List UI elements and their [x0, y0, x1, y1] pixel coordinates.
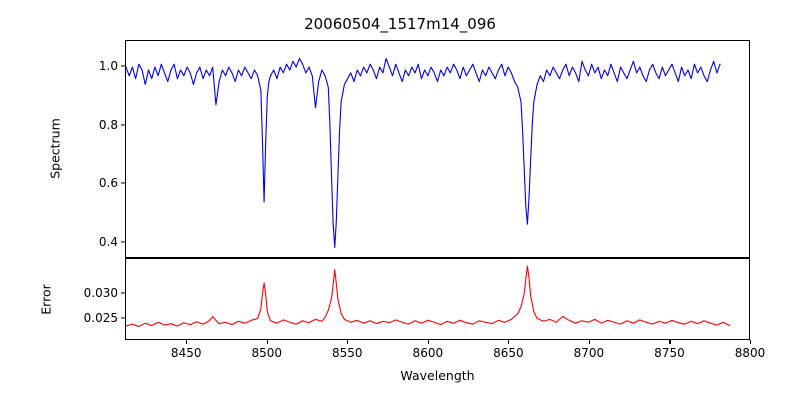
- x-tick-label: 8550: [332, 346, 363, 360]
- spectrum-y-tick-mark: [121, 65, 125, 67]
- spectrum-y-tick-mark: [121, 182, 125, 184]
- x-axis-label: Wavelength: [400, 368, 475, 383]
- error-y-tick-label: 0.025: [83, 310, 118, 325]
- error-panel: [125, 258, 750, 340]
- x-tick-mark: [427, 340, 429, 344]
- x-tick-label: 8600: [412, 346, 444, 360]
- x-tick-mark: [266, 340, 268, 344]
- error-y-tick-mark: [121, 317, 125, 319]
- error-data-line: [126, 266, 730, 326]
- spectrum-plot-area: [126, 41, 749, 257]
- x-tick-label: 8700: [573, 346, 605, 360]
- figure-title: 20060504_1517m14_096: [304, 15, 496, 33]
- error-plot-area: [126, 259, 749, 339]
- x-tick-mark: [669, 340, 671, 344]
- x-tick-label: 8800: [734, 346, 766, 360]
- spectrum-panel: [125, 40, 750, 258]
- x-tick-label: 8500: [251, 346, 283, 360]
- x-tick-mark: [588, 340, 590, 344]
- error-y-tick-mark: [121, 292, 125, 294]
- x-tick-label: 8650: [493, 346, 524, 360]
- x-tick-mark: [750, 340, 752, 344]
- x-tick-label: 8450: [170, 346, 202, 360]
- spectrum-y-axis-label: Spectrum: [47, 118, 63, 179]
- spectrum-data-line: [126, 58, 720, 247]
- error-y-tick-label: 0.030: [83, 286, 118, 301]
- x-tick-mark: [186, 340, 188, 344]
- spectrum-y-tick-label: 0.4: [98, 234, 118, 249]
- x-tick-mark: [508, 340, 510, 344]
- x-tick-label: 8750: [654, 346, 685, 360]
- x-tick-mark: [347, 340, 349, 344]
- spectrum-y-tick-label: 0.8: [98, 117, 118, 132]
- spectrum-y-tick-mark: [121, 124, 125, 126]
- spectrum-y-tick-mark: [121, 241, 125, 243]
- spectrum-y-tick-label: 1.0: [98, 59, 118, 74]
- spectrum-y-tick-label: 0.6: [98, 176, 118, 191]
